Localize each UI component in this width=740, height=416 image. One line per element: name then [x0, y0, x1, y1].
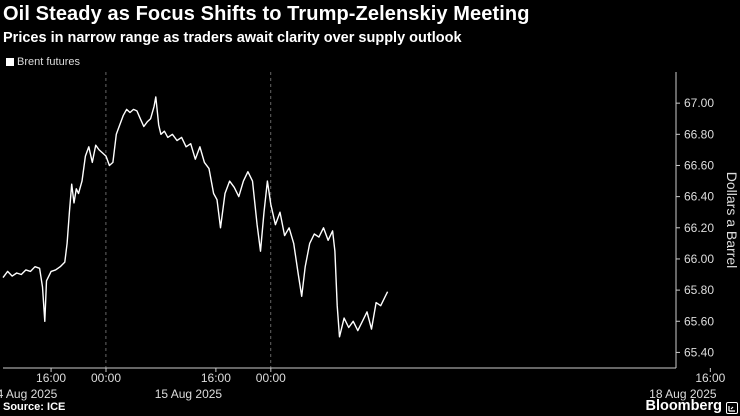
x-day-label: 14 Aug 2025	[0, 387, 58, 401]
x-tick-label: 16:00	[695, 371, 725, 385]
y-tick-label: 66.20	[684, 221, 714, 235]
brent-series-line	[2, 96, 389, 338]
brand-logo: Bloomberg	[645, 398, 722, 414]
y-axis-label: Dollars a Barrel	[724, 172, 740, 268]
y-tick-label: 65.60	[684, 314, 714, 328]
y-tick-label: 65.40	[684, 345, 714, 359]
y-tick-label: 66.40	[684, 190, 714, 204]
legend-label: Brent futures	[17, 56, 80, 68]
chart-subtitle: Prices in narrow range as traders await …	[3, 30, 462, 46]
chart-title: Oil Steady as Focus Shifts to Trump-Zele…	[3, 3, 530, 25]
x-tick-label: 00:00	[256, 371, 286, 385]
legend: Brent futures	[6, 56, 80, 68]
bloomberg-terminal-icon	[726, 402, 738, 414]
y-tick-label: 66.60	[684, 158, 714, 172]
x-day-label: 18 Aug 2025	[649, 387, 717, 401]
source-note: Source: ICE	[3, 401, 66, 413]
y-tick-label: 66.00	[684, 252, 714, 266]
y-tick-label: 65.80	[684, 283, 714, 297]
x-tick-label: 16:00	[201, 371, 231, 385]
x-day-label: 15 Aug 2025	[155, 387, 223, 401]
y-tick-label: 67.00	[684, 96, 714, 110]
x-tick-label: 00:00	[91, 371, 121, 385]
y-tick-label: 66.80	[684, 127, 714, 141]
x-tick-label: 16:00	[36, 371, 66, 385]
legend-swatch	[6, 58, 14, 66]
